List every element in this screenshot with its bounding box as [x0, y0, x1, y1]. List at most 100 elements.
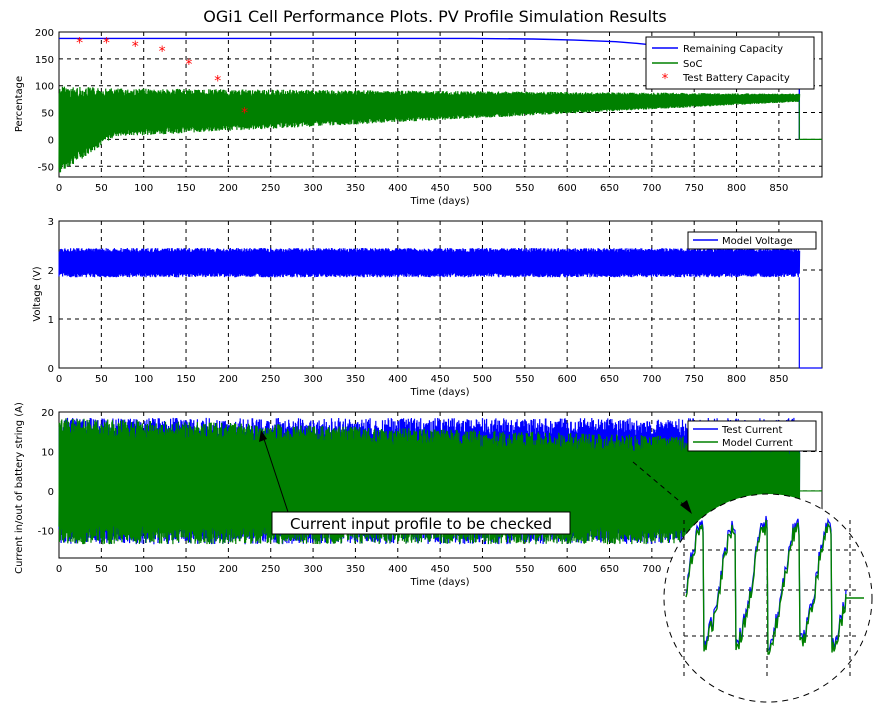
- legend: Test Current Model Current: [687, 420, 817, 452]
- zoom-inset-content: [683, 515, 864, 676]
- x-tick-label: 500: [473, 374, 492, 385]
- x-tick-label: 600: [558, 564, 577, 575]
- x-tick-label: 400: [388, 564, 407, 575]
- x-tick-label: 850: [769, 183, 788, 194]
- x-tick-label: 700: [642, 374, 661, 385]
- x-tick-label: 50: [95, 374, 108, 385]
- x-tick-label: 50: [95, 564, 108, 575]
- x-tick-label: 450: [431, 374, 450, 385]
- series-soc-trace: [58, 86, 801, 173]
- y-tick-label: 10: [41, 447, 54, 458]
- x-tick-label: 250: [261, 183, 280, 194]
- x-tick-label: 300: [304, 183, 323, 194]
- legend-label-remaining-capacity: Remaining Capacity: [683, 44, 783, 55]
- inset-model-current: [685, 519, 847, 655]
- x-tick-label: 400: [388, 374, 407, 385]
- x-tick-label: 800: [727, 183, 746, 194]
- x-tick-label: 650: [600, 564, 619, 575]
- data-point: *: [185, 57, 192, 73]
- x-tick-label: 150: [176, 183, 195, 194]
- tick-labels: 0 50 100 150 200 250 300 350 400 450 500 550 600 650 7…: [48, 217, 789, 385]
- tick-labels: 0 50 100 150 200 250 300 350 400 450 500 550 600 650 7…: [35, 28, 789, 194]
- x-tick-label: 650: [600, 374, 619, 385]
- data-point: *: [241, 106, 248, 122]
- legend: Model Voltage: [687, 231, 817, 250]
- x-tick-label: 300: [304, 564, 323, 575]
- y-tick-label: 100: [35, 82, 54, 93]
- x-axis-label: Time (days): [409, 196, 469, 207]
- annotation-arrow: [262, 435, 289, 513]
- legend-swatch-test-battery-capacity: *: [662, 72, 669, 87]
- x-tick-label: 750: [685, 374, 704, 385]
- x-tick-label: 750: [685, 183, 704, 194]
- chart-title: OGi1 Cell Performance Plots. PV Profile …: [203, 7, 666, 26]
- legend-label-soc: SoC: [683, 59, 702, 70]
- y-tick-label: 3: [48, 217, 54, 228]
- panel-capacity-soc: * * * **** 0 50 100 150 200 250 300 350 400 450 500 55…: [14, 28, 823, 207]
- x-tick-label: 150: [176, 564, 195, 575]
- legend-label-model-current: Model Current: [722, 438, 793, 449]
- series-model-voltage-trace: [58, 247, 801, 278]
- annotation: Current input profile to be checked: [259, 430, 571, 535]
- x-tick-label: 50: [95, 183, 108, 194]
- annotation-text: Current input profile to be checked: [290, 515, 552, 533]
- x-axis-label: Time (days): [409, 387, 469, 398]
- zoom-pointer-arrowhead: [680, 500, 692, 514]
- x-tick-label: 550: [515, 374, 534, 385]
- x-tick-label: 350: [346, 564, 365, 575]
- y-tick-label: -50: [38, 162, 54, 173]
- panel-voltage: 0 50 100 150 200 250 300 350 400 450 500 550 600 650 7…: [32, 217, 823, 398]
- x-tick-label: 500: [473, 564, 492, 575]
- data-point: *: [132, 39, 139, 55]
- legend-label-test-battery-capacity: Test Battery Capacity: [682, 73, 790, 84]
- series-soc: [58, 86, 822, 173]
- y-tick-label: -10: [38, 526, 54, 537]
- x-tick-label: 100: [134, 183, 153, 194]
- series-model-voltage: [58, 247, 822, 369]
- legend-label-test-current: Test Current: [721, 425, 783, 436]
- y-tick-label: 150: [35, 55, 54, 66]
- x-tick-label: 550: [515, 183, 534, 194]
- x-tick-label: 350: [346, 374, 365, 385]
- y-tick-label: 200: [35, 28, 54, 39]
- x-axis-label: Time (days): [409, 577, 469, 588]
- series-model-current-trace: [58, 418, 801, 545]
- annotation-arrowhead: [259, 430, 267, 442]
- legend-box: [687, 231, 817, 250]
- x-tick-label: 600: [558, 183, 577, 194]
- legend: Remaining Capacity SoC * Test Battery Ca…: [645, 36, 815, 90]
- zoom-inset: [632, 461, 873, 703]
- y-axis-label: Voltage (V): [32, 266, 43, 321]
- x-tick-label: 0: [56, 183, 62, 194]
- x-tick-label: 100: [134, 564, 153, 575]
- x-tick-label: 500: [473, 183, 492, 194]
- data-point: *: [159, 44, 166, 60]
- series-layer: [58, 247, 822, 369]
- y-tick-label: 0: [48, 487, 54, 498]
- x-tick-label: 250: [261, 564, 280, 575]
- data-point: *: [76, 36, 83, 52]
- y-axis-label: Percentage: [14, 76, 25, 132]
- y-tick-label: 20: [41, 408, 54, 419]
- legend-box: [687, 420, 817, 452]
- data-point: *: [103, 36, 110, 52]
- legend-label-model-voltage: Model Voltage: [722, 236, 793, 247]
- x-tick-label: 200: [219, 374, 238, 385]
- x-tick-label: 250: [261, 374, 280, 385]
- x-tick-label: 850: [769, 374, 788, 385]
- y-tick-label: 1: [48, 315, 54, 326]
- y-tick-label: 2: [48, 266, 54, 277]
- x-tick-label: 400: [388, 183, 407, 194]
- x-tick-label: 200: [219, 183, 238, 194]
- series-test-battery-capacity: * * * * * * *: [76, 36, 248, 122]
- x-tick-label: 0: [56, 374, 62, 385]
- x-tick-label: 300: [304, 374, 323, 385]
- x-tick-label: 0: [56, 564, 62, 575]
- x-tick-label: 150: [176, 374, 195, 385]
- x-tick-label: 650: [600, 183, 619, 194]
- x-tick-label: 700: [642, 183, 661, 194]
- y-axis-label: Current in/out of battery string (A): [14, 402, 25, 574]
- x-tick-label: 450: [431, 564, 450, 575]
- x-tick-label: 100: [134, 374, 153, 385]
